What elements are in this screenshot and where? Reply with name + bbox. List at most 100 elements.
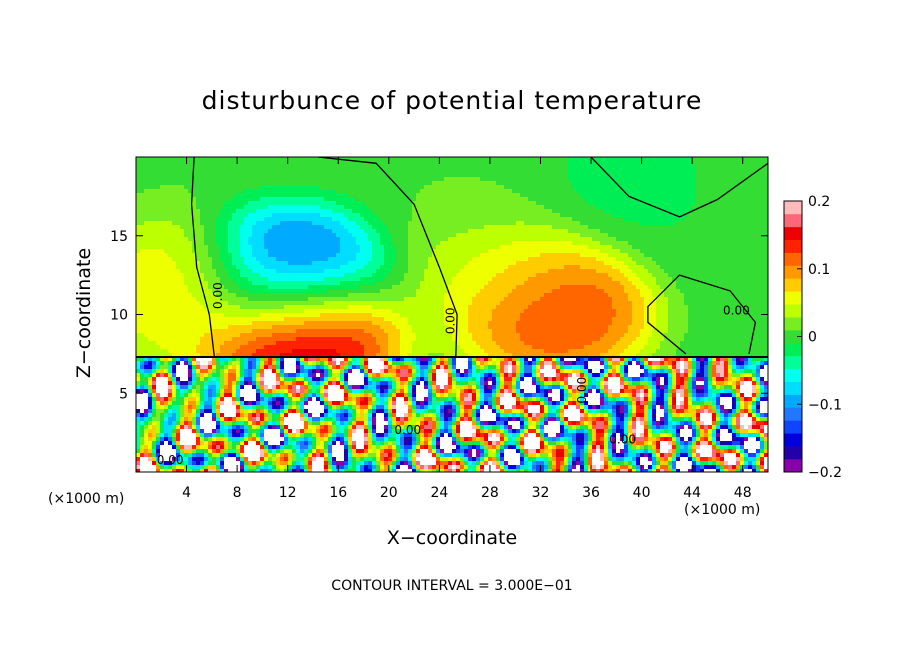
field-cell (336, 209, 341, 214)
field-cell (492, 161, 497, 166)
field-cell (148, 277, 153, 282)
field-cell (536, 169, 541, 174)
field-cell (268, 173, 273, 178)
field-cell (684, 189, 689, 194)
field-cell (656, 161, 661, 166)
field-cell (568, 173, 573, 178)
field-cell (556, 221, 561, 226)
field-cell (140, 213, 145, 218)
field-cell (412, 225, 417, 230)
field-cell (644, 177, 649, 182)
field-cell (220, 273, 225, 278)
field-cell (592, 253, 597, 258)
field-cell (672, 273, 677, 278)
field-cell (424, 181, 429, 186)
field-cell (636, 241, 641, 246)
field-cell (632, 197, 637, 202)
field-cell (340, 229, 345, 234)
field-cell (428, 185, 433, 190)
field-cell (604, 169, 609, 174)
field-cell (380, 161, 385, 166)
field-cell (288, 185, 293, 190)
field-cell (424, 225, 429, 230)
field-cell (460, 249, 465, 254)
field-cell (756, 209, 761, 214)
field-cell (440, 269, 445, 274)
field-cell (508, 197, 513, 202)
field-cell (704, 185, 709, 190)
field-cell (472, 185, 477, 190)
field-cell (320, 253, 325, 258)
field-cell (424, 245, 429, 250)
field-cell (468, 237, 473, 242)
field-cell (176, 257, 181, 262)
field-cell (728, 157, 733, 162)
field-cell (272, 241, 277, 246)
field-cell (684, 237, 689, 242)
field-cell (300, 241, 305, 246)
field-cell (256, 249, 261, 254)
field-cell (388, 157, 393, 162)
field-cell (636, 201, 641, 206)
field-cell (200, 261, 205, 266)
field-cell (656, 265, 661, 270)
field-cell (172, 189, 177, 194)
field-cell (684, 241, 689, 246)
field-cell (312, 265, 317, 270)
field-cell (532, 201, 537, 206)
field-cell (412, 177, 417, 182)
field-cell (692, 165, 697, 170)
field-cell (692, 233, 697, 238)
field-cell (264, 245, 269, 250)
field-cell (224, 165, 229, 170)
field-cell (460, 209, 465, 214)
field-cell (212, 181, 217, 186)
field-cell (392, 177, 397, 182)
field-cell (732, 253, 737, 258)
field-cell (500, 241, 505, 246)
field-cell (320, 249, 325, 254)
field-cell (632, 185, 637, 190)
field-cell (260, 269, 265, 274)
field-cell (564, 273, 569, 278)
field-cell (248, 281, 253, 286)
field-cell (188, 241, 193, 246)
field-cell (316, 197, 321, 202)
field-cell (760, 265, 765, 270)
field-cell (328, 173, 333, 178)
field-cell (280, 157, 285, 162)
field-cell (544, 213, 549, 218)
field-cell (548, 221, 553, 226)
field-cell (216, 209, 221, 214)
field-cell (708, 221, 713, 226)
field-cell (300, 197, 305, 202)
field-cell (188, 261, 193, 266)
field-cell (368, 257, 373, 262)
field-cell (352, 185, 357, 190)
field-cell (576, 177, 581, 182)
field-cell (324, 281, 329, 286)
field-cell (388, 261, 393, 266)
field-cell (492, 169, 497, 174)
field-cell (760, 169, 765, 174)
field-cell (420, 181, 425, 186)
field-cell (404, 181, 409, 186)
field-cell (568, 217, 573, 222)
field-cell (472, 269, 477, 274)
field-cell (296, 185, 301, 190)
field-cell (192, 261, 197, 266)
field-cell (504, 229, 509, 234)
field-cell (548, 233, 553, 238)
field-cell (640, 193, 645, 198)
field-cell (316, 209, 321, 214)
field-cell (512, 225, 517, 230)
field-cell (268, 185, 273, 190)
field-cell (476, 245, 481, 250)
field-cell (196, 205, 201, 210)
field-cell (572, 265, 577, 270)
field-cell (568, 193, 573, 198)
field-cell (748, 233, 753, 238)
field-cell (536, 261, 541, 266)
field-cell (296, 257, 301, 262)
field-cell (664, 249, 669, 254)
